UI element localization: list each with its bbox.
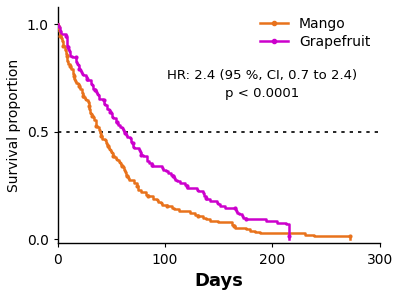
Legend: Mango, Grapefruit: Mango, Grapefruit bbox=[254, 11, 376, 54]
X-axis label: Days: Days bbox=[194, 272, 243, 290]
Text: HR: 2.4 (95 %, CI, 0.7 to 2.4)
p < 0.0001: HR: 2.4 (95 %, CI, 0.7 to 2.4) p < 0.000… bbox=[167, 69, 357, 100]
Y-axis label: Survival proportion: Survival proportion bbox=[7, 59, 21, 192]
